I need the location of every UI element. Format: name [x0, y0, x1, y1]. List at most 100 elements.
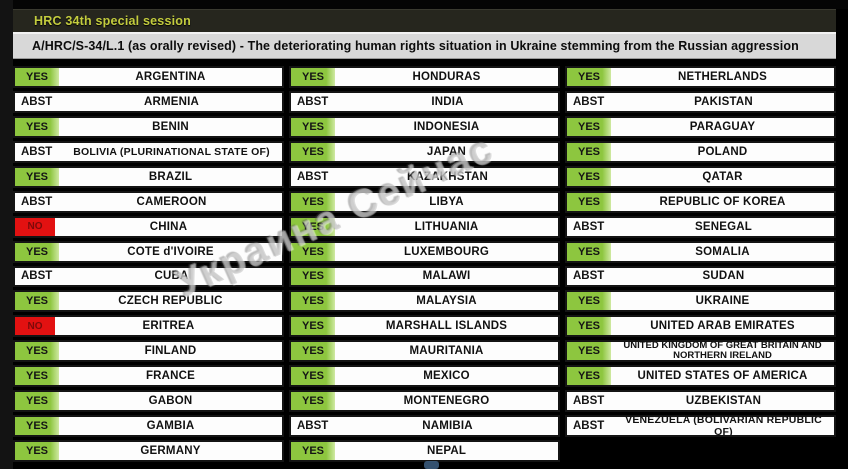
country-label: MARSHALL ISLANDS	[385, 320, 508, 333]
channel-logo	[424, 461, 439, 469]
country-label: BENIN	[152, 120, 189, 133]
vote-row: YES BENIN	[13, 115, 284, 138]
vote-row: NO CHINA	[13, 215, 284, 238]
vote-badge: YES	[15, 417, 59, 436]
vote-row: ABST SENEGAL	[565, 215, 836, 238]
vote-badge: NO	[15, 317, 55, 336]
vote-row: YES UNITED STATES OF AMERICA	[565, 365, 836, 388]
left-strip	[0, 0, 13, 469]
country-label: LIBYA	[429, 195, 464, 208]
vote-row: YES UKRAINE	[565, 290, 836, 313]
vote-badge: YES	[567, 142, 611, 161]
vote-row: ABST INDIA	[289, 90, 560, 113]
resolution-title: A/HRC/S-34/L.1 (as orally revised) - The…	[32, 39, 799, 53]
vote-row: YES MALAYSIA	[289, 290, 560, 313]
country-label: VENEZUELA (BOLIVARIAN REPUBLIC OF)	[625, 415, 822, 438]
vote-row: YES UNITED ARAB EMIRATES	[565, 315, 836, 338]
vote-badge: YES	[15, 442, 59, 460]
vote-badge: YES	[291, 367, 335, 386]
country-label: CZECH REPUBLIC	[118, 295, 223, 308]
vote-row: YES BRAZIL	[13, 165, 284, 188]
country-label: INDONESIA	[413, 120, 480, 133]
country-label: JAPAN	[426, 145, 467, 158]
vote-row: YES PARAGUAY	[565, 115, 836, 138]
country-label: POLAND	[697, 145, 748, 158]
country-label: UKRAINE	[695, 295, 750, 308]
country-label: MEXICO	[423, 370, 470, 383]
country-label: GERMANY	[140, 445, 201, 458]
vote-row: YES MONTENEGRO	[289, 390, 560, 413]
vote-table: YES ARGENTINA ABST ARMENIA YES BENIN ABST BOLIV…	[13, 66, 836, 462]
vote-row: NO ERITREA	[13, 315, 284, 338]
session-header-bar: HRC 34th special session	[13, 9, 836, 32]
country-label: UNITED STATES OF AMERICA	[637, 370, 808, 383]
vote-badge: YES	[291, 267, 335, 286]
vote-badge: YES	[291, 217, 335, 236]
vote-badge: ABST	[573, 95, 605, 108]
vote-row: YES QATAR	[565, 165, 836, 188]
vote-badge: YES	[291, 142, 335, 161]
vote-badge: YES	[567, 167, 611, 186]
empty-cell	[565, 440, 836, 462]
vote-row: YES CZECH REPUBLIC	[13, 290, 284, 313]
country-label: NEPAL	[426, 445, 467, 458]
vote-badge: YES	[291, 192, 335, 211]
vote-badge: ABST	[297, 95, 329, 108]
country-label: CUBA	[154, 270, 189, 283]
vote-row: ABST NAMIBIA	[289, 415, 560, 438]
vote-badge: YES	[15, 367, 59, 386]
vote-row: YES LITHUANIA	[289, 215, 560, 238]
vote-badge: YES	[567, 192, 611, 211]
country-label: UZBEKISTAN	[685, 395, 762, 408]
country-label: MALAWI	[422, 270, 471, 283]
vote-badge: ABST	[21, 195, 53, 208]
vote-row: ABST CUBA	[13, 265, 284, 288]
country-label: LITHUANIA	[414, 220, 479, 233]
vote-row: YES FINLAND	[13, 340, 284, 363]
vote-row: ABST KAZAKHSTAN	[289, 165, 560, 188]
vote-badge: ABST	[21, 145, 53, 158]
vote-badge: ABST	[573, 395, 605, 408]
country-label: ERITREA	[142, 320, 195, 333]
vote-badge: YES	[291, 392, 335, 411]
vote-row: ABST UZBEKISTAN	[565, 390, 836, 413]
country-label: BRAZIL	[148, 170, 193, 183]
country-label: SUDAN	[702, 270, 745, 283]
vote-badge: YES	[291, 442, 335, 460]
vote-badge: YES	[567, 317, 611, 336]
vote-row: ABST PAKISTAN	[565, 90, 836, 113]
country-label: KAZAKHSTAN	[406, 170, 488, 183]
vote-badge: YES	[15, 392, 59, 411]
country-label: UNITED ARAB EMIRATES	[650, 320, 795, 333]
country-label: CAMEROON	[136, 195, 207, 208]
vote-badge: YES	[567, 68, 611, 86]
country-label: MONTENEGRO	[403, 395, 490, 408]
vote-badge: ABST	[297, 170, 329, 183]
session-title: HRC 34th special session	[34, 14, 191, 28]
vote-badge: ABST	[21, 95, 53, 108]
country-label: ARMENIA	[143, 95, 200, 108]
vote-row: YES GABON	[13, 390, 284, 413]
vote-badge: YES	[291, 242, 335, 261]
country-label: QATAR	[702, 170, 743, 183]
vote-badge: ABST	[573, 420, 605, 433]
country-label: SOMALIA	[695, 245, 750, 258]
country-label: GAMBIA	[146, 420, 195, 433]
resolution-title-bar: A/HRC/S-34/L.1 (as orally revised) - The…	[13, 32, 836, 59]
vote-badge: YES	[567, 117, 611, 136]
country-label: MALAYSIA	[416, 295, 477, 308]
vote-badge: ABST	[573, 270, 605, 283]
vote-badge: ABST	[21, 270, 53, 283]
vote-badge: YES	[567, 367, 611, 386]
vote-badge: YES	[291, 117, 335, 136]
vote-badge: YES	[15, 117, 59, 136]
vote-badge: YES	[567, 342, 611, 361]
vote-badge: YES	[15, 292, 59, 311]
vote-row: YES MARSHALL ISLANDS	[289, 315, 560, 338]
vote-row: YES LUXEMBOURG	[289, 240, 560, 263]
vote-badge: YES	[15, 167, 59, 186]
vote-row: YES ARGENTINA	[13, 66, 284, 88]
vote-row: YES LIBYA	[289, 190, 560, 213]
country-label: GABON	[148, 395, 193, 408]
vote-badge: YES	[15, 342, 59, 361]
